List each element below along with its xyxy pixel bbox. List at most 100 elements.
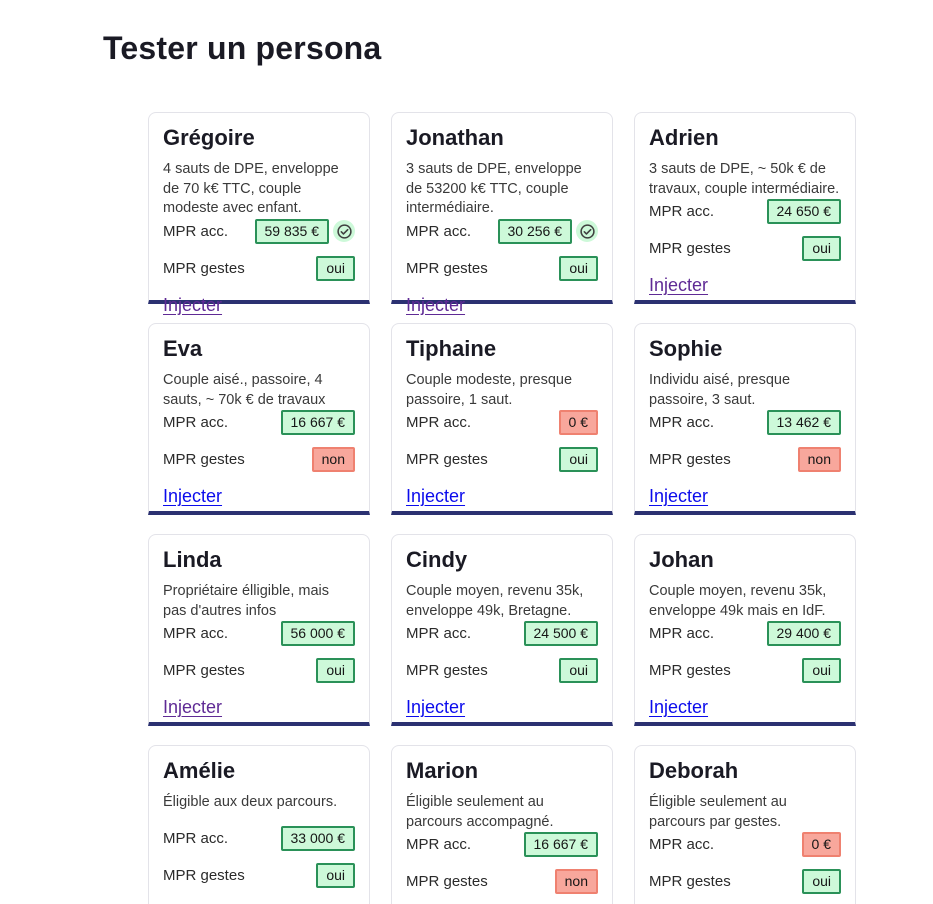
mpr-gestes-row: MPR gestes oui <box>163 658 355 684</box>
persona-stats: MPR acc. 30 256 € MPR gestes oui Injecte… <box>406 218 598 316</box>
persona-card-johan: Johan Couple moyen, revenu 35k, envelopp… <box>634 534 856 726</box>
mpr-acc-label: MPR acc. <box>406 222 472 240</box>
mpr-gestes-badge: oui <box>802 869 841 895</box>
mpr-acc-row: MPR acc. 0 € <box>649 832 841 858</box>
persona-description: Couple moyen, revenu 35k, enveloppe 49k … <box>649 583 827 619</box>
inject-link[interactable]: Injecter <box>649 275 709 296</box>
persona-name: Amélie <box>163 758 236 783</box>
mpr-gestes-row: MPR gestes oui <box>649 236 841 262</box>
persona-description: 3 sauts de DPE, ~ 50k € de travaux, coup… <box>649 161 840 197</box>
mpr-acc-row: MPR acc. 24 650 € <box>649 199 841 225</box>
inject-link[interactable]: Injecter <box>406 486 466 507</box>
mpr-acc-badge: 56 000 € <box>280 621 355 647</box>
mpr-gestes-row: MPR gestes oui <box>163 255 355 281</box>
mpr-acc-value: 30 256 € <box>497 218 598 244</box>
inject-link[interactable]: Injecter <box>163 486 223 507</box>
inject-link[interactable]: Injecter <box>163 902 222 904</box>
persona-name: Grégoire <box>163 125 255 150</box>
persona-stats: MPR acc. 33 000 € MPR gestes oui Injecte… <box>163 826 355 904</box>
mpr-acc-row: MPR acc. 30 256 € <box>406 218 598 244</box>
mpr-acc-badge: 29 400 € <box>766 621 841 647</box>
mpr-gestes-row: MPR gestes non <box>649 447 841 473</box>
mpr-gestes-badge: non <box>311 447 355 473</box>
mpr-gestes-badge: oui <box>316 863 355 888</box>
mpr-gestes-label: MPR gestes <box>406 873 488 891</box>
mpr-acc-label: MPR acc. <box>163 830 229 847</box>
persona-description: Propriétaire élligible, mais pas d'autre… <box>163 583 330 619</box>
mpr-acc-value: 13 462 € <box>766 410 841 436</box>
mpr-acc-row: MPR acc. 16 667 € <box>163 410 355 436</box>
mpr-acc-value: 24 650 € <box>766 199 841 225</box>
mpr-acc-badge: 59 835 € <box>254 218 329 244</box>
persona-name: Johan <box>649 547 714 572</box>
inject-link[interactable]: Injecter <box>406 697 466 718</box>
inject-link[interactable]: Injecter <box>649 697 709 718</box>
mpr-acc-label: MPR acc. <box>406 625 472 643</box>
mpr-gestes-row: MPR gestes oui <box>406 447 598 473</box>
persona-card-eva: Eva Couple aisé., passoire, 4 sauts, ~ 7… <box>148 323 370 515</box>
inject-link[interactable]: Injecter <box>406 294 466 315</box>
mpr-gestes-label: MPR gestes <box>406 662 488 680</box>
mpr-acc-value: 24 500 € <box>523 621 598 647</box>
mpr-acc-badge: 30 256 € <box>497 218 572 244</box>
mpr-acc-row: MPR acc. 33 000 € <box>163 826 355 851</box>
mpr-acc-badge: 33 000 € <box>280 826 355 851</box>
check-circle-icon <box>576 220 598 243</box>
mpr-gestes-row: MPR gestes oui <box>406 255 598 281</box>
mpr-gestes-row: MPR gestes oui <box>163 863 355 888</box>
mpr-acc-badge: 13 462 € <box>766 410 841 436</box>
mpr-gestes-label: MPR gestes <box>649 873 731 891</box>
mpr-acc-badge: 0 € <box>801 832 841 858</box>
persona-card-jonathan: Jonathan 3 sauts de DPE, enveloppe de 53… <box>391 112 613 315</box>
mpr-acc-row: MPR acc. 59 835 € <box>163 218 355 244</box>
mpr-acc-label: MPR acc. <box>163 414 229 432</box>
mpr-acc-label: MPR acc. <box>649 414 715 432</box>
mpr-acc-row: MPR acc. 13 462 € <box>649 410 841 436</box>
mpr-acc-label: MPR acc. <box>649 203 715 221</box>
mpr-acc-label: MPR acc. <box>406 414 472 432</box>
mpr-acc-row: MPR acc. 29 400 € <box>649 621 841 647</box>
persona-card-adrien: Adrien 3 sauts de DPE, ~ 50k € de travau… <box>634 112 856 304</box>
mpr-acc-badge: 16 667 € <box>280 410 355 436</box>
inject-link[interactable]: Injecter <box>649 486 709 507</box>
persona-name: Tiphaine <box>406 336 497 361</box>
mpr-acc-value: 59 835 € <box>254 218 355 244</box>
persona-name: Jonathan <box>406 125 504 150</box>
mpr-gestes-row: MPR gestes oui <box>649 869 841 895</box>
mpr-gestes-label: MPR gestes <box>406 451 488 469</box>
persona-stats: MPR acc. 56 000 € MPR gestes oui Injecte… <box>163 621 355 718</box>
mpr-acc-badge: 16 667 € <box>523 832 598 858</box>
inject-link[interactable]: Injecter <box>163 294 223 315</box>
inject-link[interactable]: Injecter <box>163 697 223 718</box>
mpr-gestes-badge: non <box>554 869 598 895</box>
persona-stats: MPR acc. 29 400 € MPR gestes oui Injecte… <box>649 621 841 718</box>
mpr-gestes-label: MPR gestes <box>163 259 245 277</box>
mpr-acc-value: 0 € <box>801 832 841 858</box>
mpr-acc-label: MPR acc. <box>649 836 715 854</box>
mpr-gestes-badge: oui <box>316 255 355 281</box>
mpr-acc-row: MPR acc. 0 € <box>406 410 598 436</box>
mpr-acc-row: MPR acc. 56 000 € <box>163 621 355 647</box>
persona-card-tiphaine: Tiphaine Couple modeste, presque passoir… <box>391 323 613 515</box>
mpr-gestes-label: MPR gestes <box>406 259 488 277</box>
persona-card-linda: Linda Propriétaire élligible, mais pas d… <box>148 534 370 726</box>
persona-name: Cindy <box>406 547 468 572</box>
persona-name: Linda <box>163 547 222 572</box>
mpr-gestes-row: MPR gestes non <box>406 869 598 895</box>
persona-stats: MPR acc. 0 € MPR gestes oui Injecter <box>406 410 598 507</box>
mpr-acc-value: 16 667 € <box>523 832 598 858</box>
persona-stats: MPR acc. 13 462 € MPR gestes non Injecte… <box>649 410 841 507</box>
mpr-acc-label: MPR acc. <box>649 625 715 643</box>
persona-stats: MPR acc. 59 835 € MPR gestes oui Injecte… <box>163 218 355 316</box>
mpr-gestes-badge: non <box>797 447 841 473</box>
mpr-acc-row: MPR acc. 16 667 € <box>406 832 598 858</box>
persona-stats: MPR acc. 0 € MPR gestes oui Injecter <box>649 832 841 904</box>
persona-cards-grid: Grégoire 4 sauts de DPE, enveloppe de 70… <box>148 112 856 904</box>
persona-description: 3 sauts de DPE, enveloppe de 53200 k€ TT… <box>406 161 582 217</box>
mpr-gestes-row: MPR gestes non <box>163 447 355 473</box>
persona-name: Adrien <box>649 125 719 150</box>
mpr-acc-value: 33 000 € <box>280 826 355 851</box>
persona-stats: MPR acc. 24 650 € MPR gestes oui Injecte… <box>649 199 841 296</box>
persona-card-amelie: Amélie Éligible aux deux parcours. MPR a… <box>148 745 370 904</box>
mpr-gestes-row: MPR gestes oui <box>406 658 598 684</box>
